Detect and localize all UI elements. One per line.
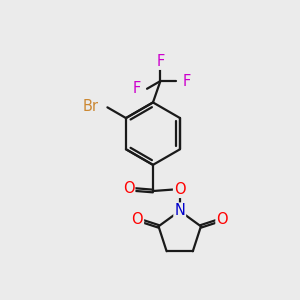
Text: O: O bbox=[131, 212, 143, 227]
Text: O: O bbox=[123, 182, 134, 196]
Text: O: O bbox=[216, 212, 228, 227]
Text: F: F bbox=[182, 74, 190, 88]
Text: F: F bbox=[132, 81, 140, 96]
Text: Br: Br bbox=[83, 99, 99, 114]
Text: O: O bbox=[174, 182, 185, 197]
Text: F: F bbox=[156, 54, 164, 69]
Text: N: N bbox=[174, 203, 185, 218]
